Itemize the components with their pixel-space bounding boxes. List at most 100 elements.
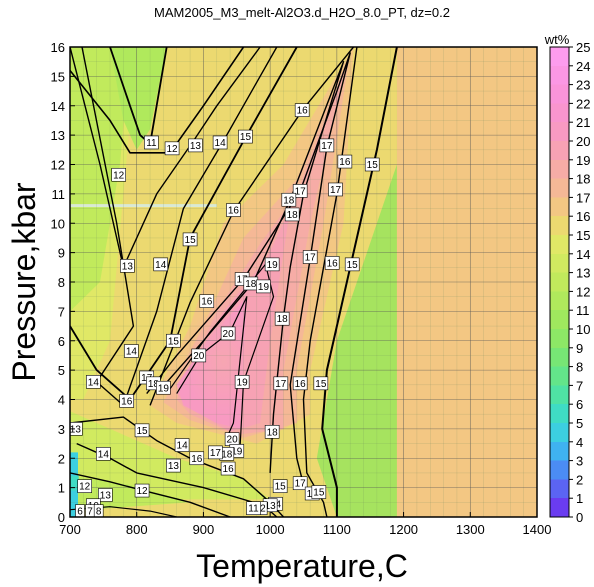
colorbar-tick-label: 23 (576, 78, 590, 93)
contour-label-text: 14 (126, 347, 138, 358)
contour-label-box (119, 394, 135, 408)
colorbar-tick-label: 25 (576, 40, 590, 55)
contour-label-text: 15 (240, 132, 252, 143)
field-low-b (70, 475, 79, 491)
x-axis-label: Temperature,C (196, 548, 408, 584)
y-tick-label: 14 (51, 99, 65, 114)
contour-label: 15 (344, 257, 360, 272)
contour-label-text: 16 (201, 297, 213, 308)
contour-label: 20 (224, 432, 240, 446)
contour-label: 14 (153, 257, 169, 272)
x-tick-label: 800 (126, 522, 148, 537)
contour-label: 16 (226, 203, 241, 217)
y-tick-label: 3 (58, 422, 65, 437)
contour-label-text: 13 (168, 461, 180, 472)
contour-label-text: 18 (283, 195, 295, 206)
contour-label-box (166, 458, 181, 473)
contour-label-box (226, 203, 241, 217)
contour-label-text: 17 (321, 141, 333, 152)
contour-label-text: 16 (295, 379, 307, 390)
y-tick-label: 12 (51, 158, 65, 173)
contour-label: 15 (182, 232, 198, 247)
contour-label-box (274, 311, 290, 326)
contour-label-text: 19 (231, 446, 243, 457)
contour-label-text: 18 (267, 427, 279, 438)
contour-label-text: 14 (177, 441, 189, 452)
contour-label-text: 15 (347, 260, 359, 271)
colorbar-tick-label: 14 (576, 247, 590, 262)
field-11 (110, 47, 167, 150)
contour-label-box (246, 501, 261, 515)
y-tick-label: 0 (58, 510, 65, 525)
contour-label-text: 16 (339, 157, 351, 168)
y-tick-label: 15 (51, 69, 65, 84)
contour-label: 15 (364, 157, 380, 172)
contour-label: 16 (199, 294, 215, 308)
contour-label-box (98, 488, 113, 502)
colorbar-tick-label: 2 (576, 472, 583, 487)
contour-label: 16 (119, 394, 135, 408)
contour-label: 14 (86, 375, 101, 389)
contour-label: 13 (98, 488, 113, 502)
colorbar-tick-label: 3 (576, 454, 583, 469)
contour-label-text: 17 (275, 379, 287, 390)
contour-label-text: 16 (228, 206, 240, 217)
contour-label: 19 (156, 380, 171, 395)
colorbar-tick-label: 0 (576, 510, 583, 525)
contour-label-text: 12 (167, 144, 179, 155)
y-tick-label: 9 (58, 246, 65, 261)
colorbar-tick-label: 17 (576, 190, 590, 205)
contour-15b (321, 47, 398, 517)
contour-label-box (284, 207, 300, 222)
contour-label-text: 19 (237, 377, 249, 388)
contour-label-text: 20 (223, 329, 235, 340)
colorbar-tick-label: 4 (576, 435, 583, 450)
contour-label: 7 (85, 504, 95, 517)
contour-label: 17 (292, 184, 308, 198)
y-tick-label: 7 (58, 304, 65, 319)
contour-label-text: 20 (227, 435, 239, 446)
contour-label: 18 (264, 425, 280, 439)
contour-label-box (220, 326, 236, 341)
contour-label-box (264, 425, 280, 439)
y-tick-label: 16 (51, 40, 65, 55)
contour-label-text: 17 (295, 479, 307, 490)
contour-label: 17 (273, 376, 289, 391)
colorbar-tick-label: 13 (576, 266, 590, 281)
contour-label-box (199, 294, 215, 308)
colorbar-tick-label: 18 (576, 172, 590, 187)
colorbar-tick-label: 12 (576, 284, 590, 299)
x-tick-label: 1400 (523, 522, 552, 537)
y-tick-label: 13 (51, 128, 65, 143)
colorbar-tick-label: 20 (576, 134, 590, 149)
contour-11 (109, 47, 168, 145)
contour-label: 17 (292, 476, 308, 491)
contour-label-box (182, 232, 198, 247)
contour-label-box (292, 184, 308, 198)
colorbar-tick-label: 8 (576, 360, 583, 375)
contour-label: 12 (164, 141, 180, 156)
field-13-low (70, 411, 271, 500)
contour-label-box (311, 485, 327, 499)
contour-label: 17 (319, 138, 335, 153)
contour-label-text: 12 (136, 486, 148, 497)
colorbar-tick-label: 21 (576, 115, 590, 130)
contour-label-text: 14 (98, 449, 110, 460)
contour-label-box (166, 333, 181, 348)
contour-label: 12 (111, 167, 127, 182)
contour-label-text: 11 (146, 138, 157, 149)
colorbar-tick-label: 16 (576, 209, 590, 224)
contour-label-box (134, 483, 150, 498)
contour-label-text: 16 (191, 454, 203, 465)
contour-label: 13 (120, 259, 135, 273)
contour-label-box (302, 250, 318, 264)
contour-label-text: 20 (193, 351, 205, 362)
contour-label-box (220, 461, 236, 476)
contour-label: 15 (313, 376, 329, 391)
y-tick-label: 1 (58, 481, 65, 496)
contour-label: 18 (284, 207, 300, 222)
x-tick-label: 1100 (323, 522, 351, 537)
y-axis-label: Pressure,kbar (6, 182, 42, 382)
contour-label: 16 (292, 376, 308, 391)
